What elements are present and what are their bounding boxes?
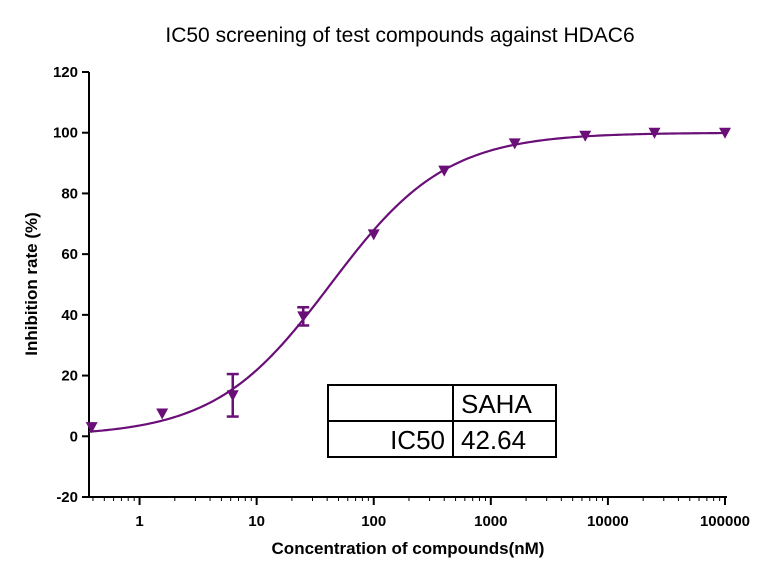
table-row-value: 42.64 bbox=[461, 425, 526, 455]
x-tick-label: 1 bbox=[135, 513, 143, 530]
data-point bbox=[156, 408, 169, 420]
chart-title: IC50 screening of test compounds against… bbox=[165, 24, 634, 47]
y-tick-label: 60 bbox=[61, 246, 78, 263]
data-point bbox=[297, 311, 310, 323]
data-point bbox=[579, 130, 592, 142]
error-bars bbox=[226, 306, 310, 418]
x-ticks: 1 10 100 1000 10000 100000 bbox=[92, 497, 750, 530]
data-point bbox=[367, 229, 380, 241]
data-point bbox=[508, 138, 521, 150]
x-tick-label: 100 bbox=[361, 513, 386, 530]
fit-curve bbox=[88, 131, 726, 433]
y-tick-label: 0 bbox=[70, 428, 78, 445]
x-tick-label: 10 bbox=[248, 513, 265, 530]
y-tick-label: 100 bbox=[53, 125, 78, 142]
y-tick-label: 120 bbox=[53, 64, 78, 81]
y-axis-label: Inhibition rate (%) bbox=[22, 212, 41, 356]
data-point bbox=[226, 390, 239, 402]
x-tick-label: 10000 bbox=[587, 513, 629, 530]
table-header-compound: SAHA bbox=[461, 389, 532, 419]
ic50-table: SAHA IC50 42.64 bbox=[327, 384, 557, 458]
y-tick-label: 20 bbox=[61, 368, 78, 385]
data-point bbox=[85, 422, 98, 434]
x-axis-label: Concentration of compounds(nM) bbox=[272, 539, 545, 558]
data-point bbox=[648, 127, 661, 139]
table-row-label: IC50 bbox=[390, 425, 445, 455]
y-tick-label: -20 bbox=[56, 489, 78, 506]
data-point bbox=[438, 165, 451, 177]
data-points bbox=[85, 127, 731, 434]
y-tick-label: 80 bbox=[61, 185, 78, 202]
y-tick-label: 40 bbox=[61, 307, 78, 324]
y-ticks: -20 0 20 40 60 80 100 120 bbox=[53, 64, 89, 506]
x-tick-label: 100000 bbox=[700, 513, 750, 530]
data-point bbox=[719, 127, 731, 139]
fit-line bbox=[88, 131, 726, 433]
x-tick-label: 1000 bbox=[474, 513, 507, 530]
